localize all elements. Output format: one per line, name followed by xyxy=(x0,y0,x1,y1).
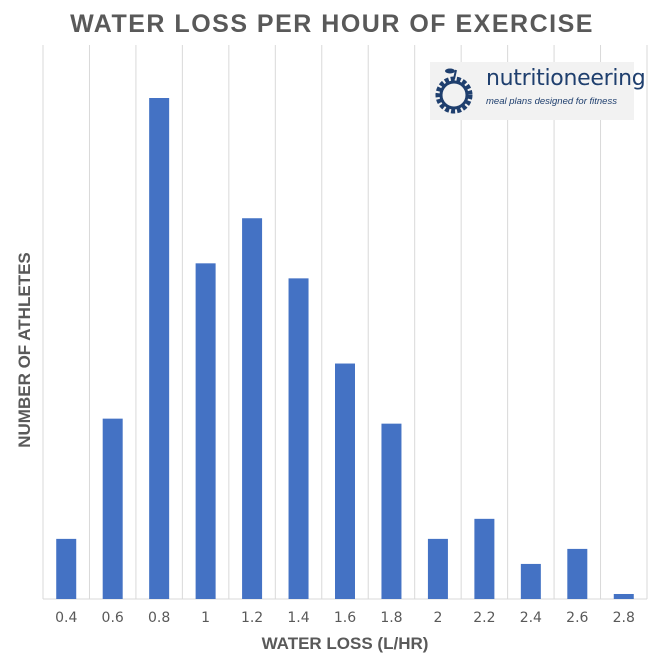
x-tick-label: 1.2 xyxy=(241,610,263,626)
x-tick-label: 2.2 xyxy=(473,610,495,626)
logo: nutritioneering meal plans designed for … xyxy=(430,62,646,120)
bar xyxy=(520,563,541,599)
x-axis-label: WATER LOSS (L/HR) xyxy=(261,634,429,653)
bar xyxy=(288,278,309,599)
bar xyxy=(613,593,634,599)
bar xyxy=(381,423,402,599)
apple-gear-icon xyxy=(435,68,473,114)
x-tick-label: 1.4 xyxy=(287,610,309,626)
bar xyxy=(195,263,216,599)
y-axis-label: NUMBER OF ATHLETES xyxy=(15,252,34,448)
x-tick-label: 2.6 xyxy=(566,610,588,626)
bar xyxy=(149,98,170,599)
logo-tagline: meal plans designed for fitness xyxy=(486,96,617,107)
x-tick-label: 1.8 xyxy=(380,610,402,626)
bar xyxy=(242,218,263,600)
bar xyxy=(474,518,495,599)
logo-wordmark: nutritioneering xyxy=(486,66,646,91)
bar xyxy=(335,363,355,599)
x-tick-label: 2.8 xyxy=(613,610,635,626)
bar xyxy=(427,538,448,599)
x-tick-label: 2.4 xyxy=(520,610,542,626)
x-tick-label: 1.6 xyxy=(334,610,356,626)
bar xyxy=(102,418,123,599)
x-tick-label: 1 xyxy=(201,610,210,626)
x-tick-label: 2 xyxy=(433,610,442,626)
x-tick-label: 0.4 xyxy=(55,610,77,626)
x-tick-label: 0.8 xyxy=(148,610,170,626)
chart-title: WATER LOSS PER HOUR OF EXERCISE xyxy=(70,10,594,38)
bar xyxy=(56,538,77,599)
bar xyxy=(567,548,588,599)
x-tick-label: 0.6 xyxy=(102,610,124,626)
